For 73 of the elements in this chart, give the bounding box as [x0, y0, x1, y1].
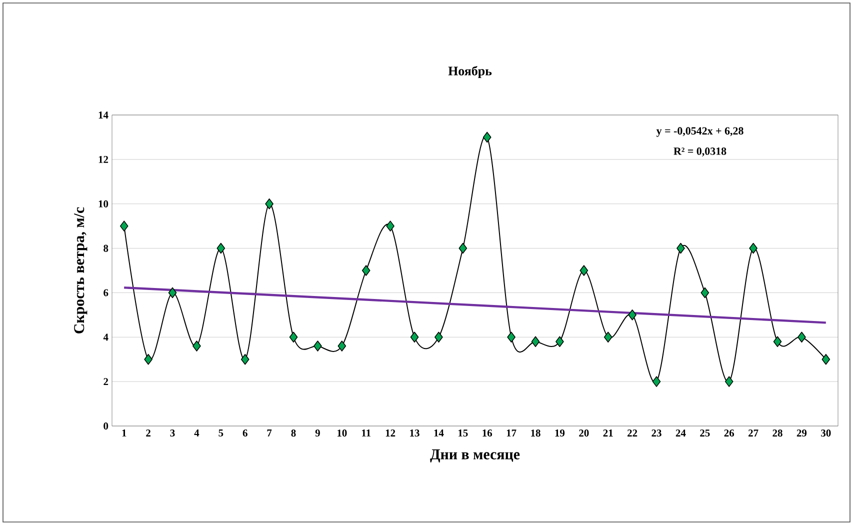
point — [144, 354, 152, 365]
point — [289, 332, 298, 343]
y-tick-label: 14 — [98, 112, 108, 118]
y-tick-label: 12 — [98, 156, 108, 163]
x-tick-label: 10 — [338, 430, 347, 437]
x-tick-label: 22 — [628, 430, 638, 436]
x-tick-label: 23 — [652, 430, 662, 437]
x-tick-label: 8 — [291, 430, 296, 437]
x-tick-label: 12 — [386, 430, 396, 436]
point — [192, 340, 201, 352]
point — [265, 198, 274, 210]
point — [362, 265, 370, 276]
point — [652, 376, 661, 387]
point — [168, 287, 177, 298]
x-tick-label: 30 — [821, 430, 831, 437]
y-tick-label: 8 — [104, 244, 108, 252]
point — [120, 220, 128, 232]
x-tick-label: 20 — [579, 430, 589, 437]
x-tick-label: 29 — [796, 430, 807, 437]
x-tick-label: 19 — [555, 430, 565, 437]
x-tick-label: 25 — [700, 430, 710, 437]
point — [724, 376, 734, 387]
x-tick-label: 24 — [676, 430, 686, 436]
point — [386, 220, 394, 232]
y-tick-label: 4 — [103, 334, 108, 341]
x-tick-label: 13 — [410, 430, 420, 437]
y-tick-label: 2 — [104, 378, 108, 386]
y-tick-label: 10 — [98, 200, 108, 208]
x-tick-label: 14 — [434, 430, 444, 436]
point — [822, 354, 830, 365]
x-tick-label: 15 — [458, 430, 468, 437]
point — [556, 336, 564, 347]
x-tick-label: 4 — [194, 430, 200, 436]
x-tick-label: 28 — [772, 430, 782, 437]
point — [798, 332, 806, 343]
point — [580, 265, 588, 276]
y-axis-title: Скрость ветра, м/с — [74, 207, 88, 334]
point — [434, 332, 443, 343]
point — [604, 332, 612, 343]
point — [749, 242, 758, 254]
x-axis-title: Дни в месяце — [430, 449, 520, 462]
y-tick-label: 0 — [104, 422, 108, 430]
annotation: y = -0,0542x + 6,28 — [656, 127, 744, 137]
x-tick-label: 11 — [362, 430, 371, 436]
point — [458, 242, 468, 254]
point — [314, 340, 322, 352]
x-tick-label: 3 — [170, 430, 175, 437]
x-tick-label: 18 — [531, 430, 540, 437]
point — [482, 132, 492, 143]
point — [700, 287, 710, 298]
point — [676, 242, 685, 254]
point — [216, 242, 226, 254]
point — [628, 310, 636, 320]
point — [531, 336, 540, 347]
x-tick-label: 5 — [218, 430, 224, 436]
x-tick-label: 21 — [603, 430, 613, 436]
chart-title: Ноябрь — [448, 66, 492, 78]
point — [338, 340, 346, 352]
x-tick-label: 2 — [146, 430, 150, 436]
x-tick-label: 16 — [482, 430, 492, 437]
x-tick-label: 9 — [315, 430, 320, 437]
x-tick-label: 27 — [748, 430, 758, 436]
x-tick-label: 7 — [267, 430, 272, 436]
y-tick-label: 6 — [104, 289, 108, 296]
x-tick-label: 6 — [242, 430, 248, 437]
point — [507, 332, 516, 343]
x-tick-label: 17 — [506, 430, 516, 436]
point — [410, 332, 419, 343]
x-tick-label: 1 — [122, 430, 126, 436]
x-tick-label: 26 — [724, 430, 734, 437]
annotation: R² = 0,0318 — [674, 148, 726, 156]
point — [240, 354, 250, 365]
point — [773, 336, 782, 347]
